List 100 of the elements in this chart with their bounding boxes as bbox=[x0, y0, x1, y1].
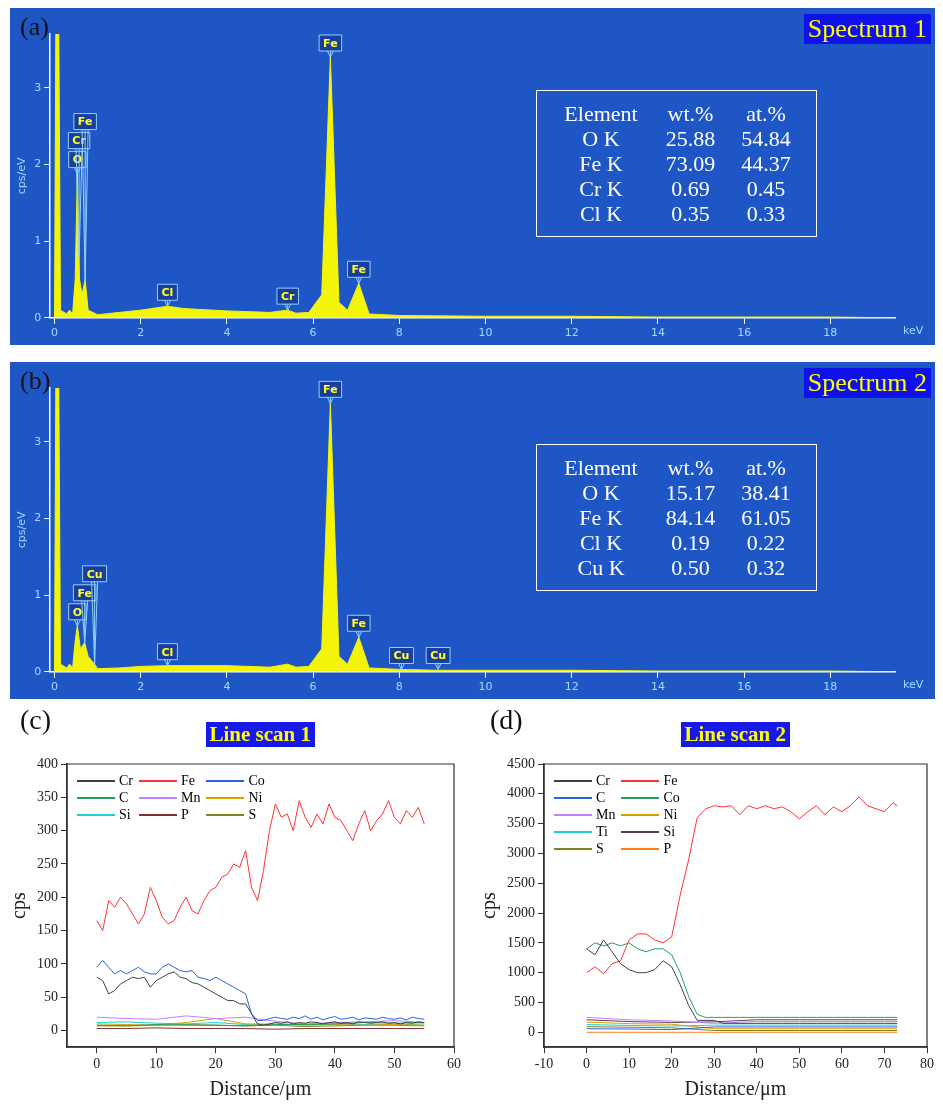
legend-label: P bbox=[181, 806, 189, 823]
y-tick-label: 1500 bbox=[507, 934, 535, 950]
x-axis-title: Distance/μm bbox=[209, 1077, 312, 1101]
legend-label: Mn bbox=[181, 789, 201, 806]
text: Element wt.% at.% bbox=[564, 101, 786, 126]
y-tick-label: 0 bbox=[34, 310, 42, 324]
x-tick-label: 12 bbox=[564, 680, 579, 694]
y-tick-label: 250 bbox=[37, 855, 58, 871]
x-tick-label: 10 bbox=[478, 326, 493, 340]
x-tick-label: 16 bbox=[737, 326, 752, 340]
text: (c) bbox=[20, 704, 52, 736]
text: O K 25.88 54.84 bbox=[582, 126, 791, 151]
annotation: Fe bbox=[323, 383, 338, 397]
y-tick-label: 3500 bbox=[507, 815, 535, 831]
y-axis-title: cps/eV bbox=[15, 157, 29, 195]
x-tick-label: 6 bbox=[309, 326, 317, 340]
x-tick-label: -10 bbox=[534, 1056, 554, 1072]
chart-title: Spectrum 2 bbox=[803, 368, 931, 398]
text: Fe K 84.14 61.05 bbox=[579, 505, 791, 530]
annotation: O bbox=[72, 605, 83, 619]
annotation: Fe bbox=[351, 617, 367, 631]
x-tick-label: 8 bbox=[395, 680, 403, 694]
chart-title: Spectrum 1 bbox=[803, 14, 931, 44]
y-tick-label: 0 bbox=[34, 664, 42, 678]
x-tick-label: 16 bbox=[737, 680, 752, 694]
y-tick-label: 150 bbox=[37, 922, 58, 938]
legend-label: C bbox=[596, 789, 606, 806]
x-tick-label: 50 bbox=[387, 1056, 402, 1072]
annotation: O bbox=[72, 153, 83, 167]
y-tick-label: 1000 bbox=[507, 964, 535, 980]
annotation: Cu bbox=[393, 649, 410, 663]
x-tick-label: 10 bbox=[149, 1056, 164, 1072]
legend-label: Ti bbox=[596, 823, 608, 840]
text: Element wt.% at.% bbox=[564, 455, 786, 480]
y-tick-label: 200 bbox=[37, 888, 58, 904]
y-tick-label: 3000 bbox=[507, 845, 535, 861]
legend-label: Ni bbox=[248, 789, 263, 806]
y-tick-label: 2 bbox=[34, 511, 42, 525]
y-axis-title: cps/eV bbox=[15, 511, 29, 549]
text: Fe K 73.09 44.37 bbox=[579, 151, 791, 176]
y-tick-label: 0 bbox=[528, 1023, 535, 1039]
x-axis-title: keV bbox=[903, 678, 924, 692]
x-tick-label: 6 bbox=[309, 680, 317, 694]
x-tick-label: 12 bbox=[564, 326, 579, 340]
y-tick-label: 0 bbox=[51, 1022, 58, 1038]
y-tick-label: 500 bbox=[514, 994, 535, 1010]
x-tick-label: 2 bbox=[137, 326, 145, 340]
x-tick-label: 20 bbox=[664, 1056, 679, 1072]
y-tick-label: 1 bbox=[34, 587, 42, 601]
y-tick-label: 4000 bbox=[507, 785, 535, 801]
legend-label: Fe bbox=[181, 772, 195, 789]
x-tick-label: 70 bbox=[877, 1056, 892, 1072]
annotation: Cr bbox=[280, 289, 296, 303]
legend-label: P bbox=[663, 840, 672, 857]
x-tick-label: 10 bbox=[622, 1056, 637, 1072]
chart-title: Line scan 2 bbox=[680, 722, 791, 747]
y-axis-title: cps bbox=[7, 892, 31, 919]
text: Cl K 0.19 0.22 bbox=[579, 530, 786, 555]
legend-label: Cr bbox=[119, 772, 133, 789]
x-tick-label: 0 bbox=[583, 1056, 591, 1072]
y-tick-label: 100 bbox=[37, 955, 58, 971]
annotation: Cr bbox=[72, 134, 87, 148]
x-tick-label: 60 bbox=[447, 1056, 461, 1072]
y-tick-label: 50 bbox=[44, 988, 58, 1004]
annotation: (b) bbox=[20, 366, 51, 396]
x-tick-label: 2 bbox=[137, 680, 145, 694]
text: (a) bbox=[20, 12, 49, 42]
x-tick-label: 40 bbox=[749, 1056, 764, 1072]
y-axis-title: cps bbox=[477, 892, 501, 919]
x-axis-title: keV bbox=[903, 324, 924, 338]
annotation: Fe bbox=[77, 115, 93, 129]
annotation: Cu bbox=[86, 567, 103, 581]
legend-label: Si bbox=[663, 823, 676, 840]
y-tick-label: 4500 bbox=[507, 755, 535, 771]
text: Cr K 0.69 0.45 bbox=[579, 176, 786, 201]
legend-label: Fe bbox=[663, 772, 678, 789]
legend-label: Co bbox=[248, 772, 265, 789]
annotation: Cl bbox=[161, 645, 174, 659]
x-tick-label: 8 bbox=[395, 326, 403, 340]
x-tick-label: 50 bbox=[792, 1056, 807, 1072]
legend-label: Co bbox=[663, 789, 680, 806]
legend-label: Si bbox=[119, 806, 131, 823]
x-tick-label: 40 bbox=[327, 1056, 342, 1072]
annotation: Cl bbox=[161, 286, 174, 300]
legend-label: C bbox=[119, 789, 129, 806]
x-tick-label: 30 bbox=[707, 1056, 722, 1072]
text: Cl K 0.35 0.33 bbox=[579, 201, 786, 226]
annotation: Fe bbox=[351, 263, 367, 277]
x-tick-label: 60 bbox=[834, 1056, 849, 1072]
x-tick-label: 80 bbox=[920, 1056, 934, 1072]
x-tick-label: 18 bbox=[823, 326, 838, 340]
x-tick-label: 20 bbox=[208, 1056, 223, 1072]
y-tick-label: 1 bbox=[34, 233, 42, 247]
y-tick-label: 400 bbox=[37, 755, 58, 771]
text: O K 15.17 38.41 bbox=[582, 480, 791, 505]
legend-label: Mn bbox=[596, 806, 616, 823]
legend-label: S bbox=[248, 806, 257, 823]
y-tick-label: 2 bbox=[34, 157, 42, 171]
x-tick-label: 30 bbox=[268, 1056, 283, 1072]
x-tick-label: 14 bbox=[650, 326, 665, 340]
